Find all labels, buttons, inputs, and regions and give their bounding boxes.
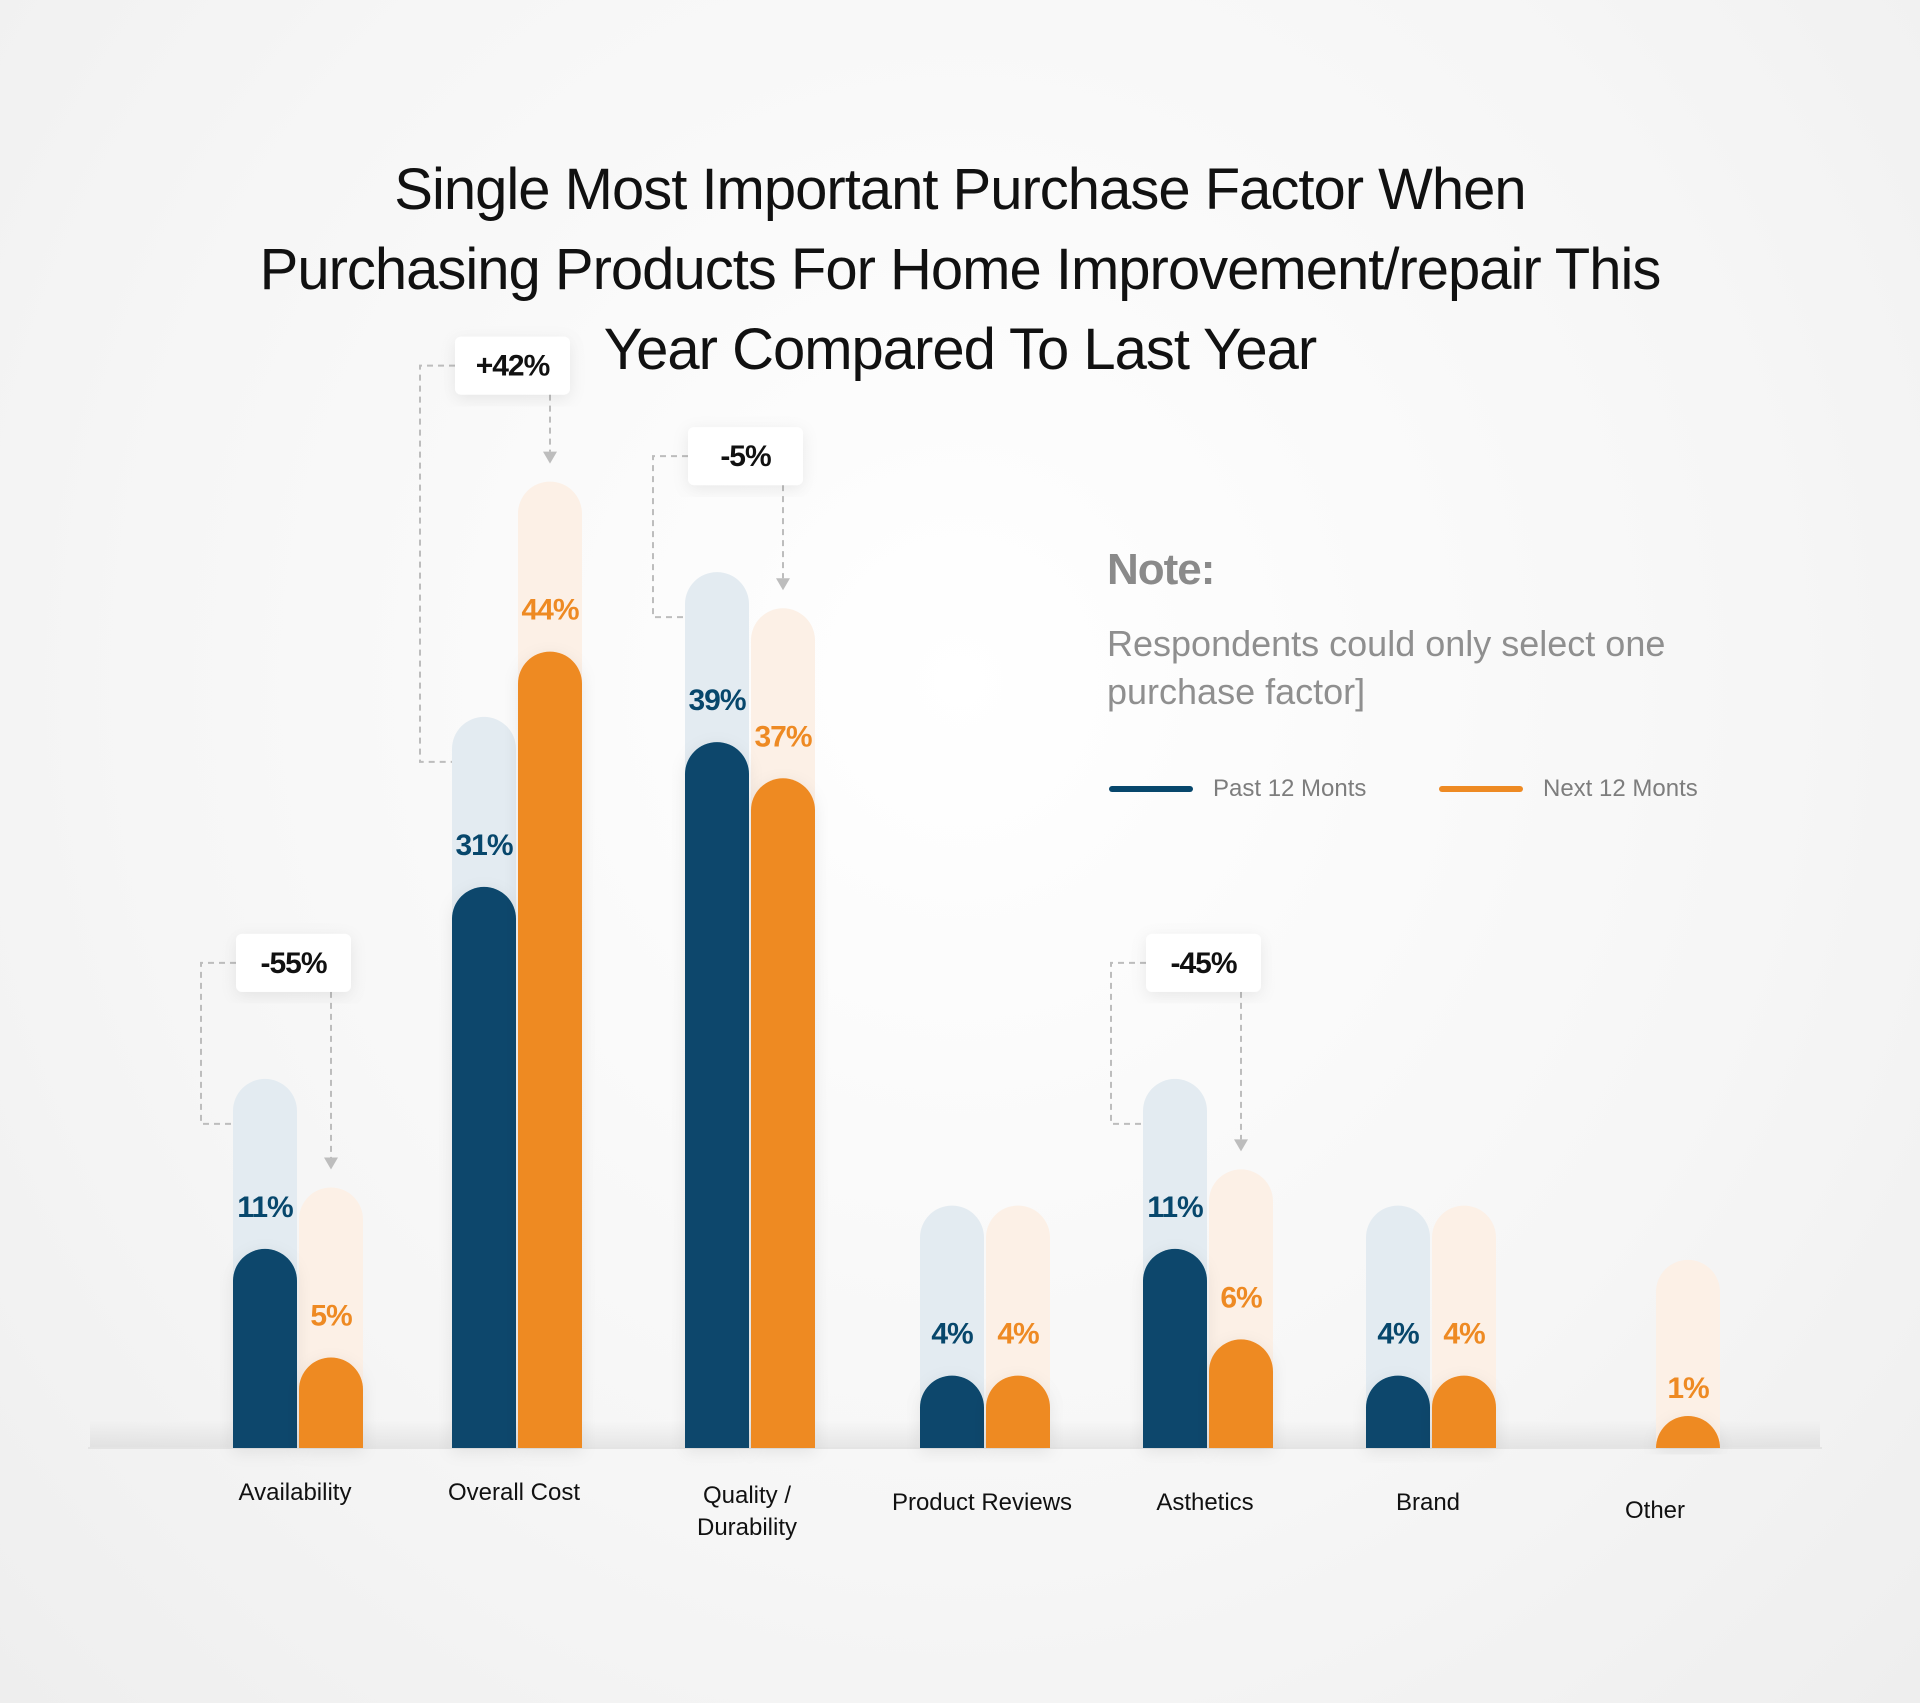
data-label: 11% xyxy=(1147,1191,1203,1224)
category-label: Durability xyxy=(697,1514,797,1541)
note-heading: Note: xyxy=(1107,545,1215,594)
bar-next xyxy=(1432,1375,1496,1448)
data-label: 1% xyxy=(1667,1372,1709,1405)
annotation-connector xyxy=(1110,961,1146,1125)
bar-past xyxy=(452,886,516,1448)
bar-next xyxy=(299,1357,363,1448)
chart-title-line: Purchasing Products For Home Improvement… xyxy=(259,237,1662,302)
change-badge xyxy=(1146,933,1261,992)
data-label: 5% xyxy=(310,1300,352,1333)
category-label: Product Reviews xyxy=(892,1489,1072,1516)
change-badge-label: +42% xyxy=(476,350,550,383)
data-label: 11% xyxy=(237,1191,293,1224)
chart-title-line: Single Most Important Purchase Factor Wh… xyxy=(394,157,1526,222)
data-label: 4% xyxy=(1443,1318,1485,1351)
category-label: Asthetics xyxy=(1156,1489,1253,1516)
bar-past xyxy=(685,742,749,1448)
bar-next xyxy=(1209,1339,1273,1448)
annotation-connector xyxy=(652,455,688,619)
category-label: Availability xyxy=(239,1479,352,1506)
legend-swatch-next xyxy=(1439,786,1523,792)
data-label: 4% xyxy=(931,1318,973,1351)
note-text: Respondents could only select one purcha… xyxy=(1107,623,1666,712)
legend-item-past: Past 12 Monts xyxy=(1109,775,1366,803)
bar-past xyxy=(1366,1375,1430,1448)
data-label: 4% xyxy=(997,1318,1039,1351)
data-label: 4% xyxy=(1377,1318,1419,1351)
arrow-down-icon xyxy=(324,1157,338,1170)
data-label: 37% xyxy=(754,720,811,753)
category-label: Brand xyxy=(1396,1489,1460,1516)
data-label: 44% xyxy=(521,594,578,627)
bar-next xyxy=(986,1375,1050,1448)
category-label: Other xyxy=(1625,1497,1685,1524)
data-label: 39% xyxy=(688,684,745,717)
change-badge-label: -5% xyxy=(720,440,771,473)
annotation-connector xyxy=(200,961,236,1125)
category-label: Quality / xyxy=(703,1482,791,1509)
chart-title: Single Most Important Purchase Factor Wh… xyxy=(160,150,1760,390)
bar-next xyxy=(518,651,582,1448)
bar-track xyxy=(1656,1259,1720,1448)
change-badge-label: -45% xyxy=(1170,947,1236,980)
legend-label-past: Past 12 Monts xyxy=(1213,775,1367,802)
arrow-down-icon xyxy=(1234,1139,1248,1152)
data-label: 31% xyxy=(455,829,512,862)
change-badge xyxy=(688,427,803,486)
annotation-connector xyxy=(419,364,455,763)
data-label: 6% xyxy=(1220,1281,1262,1314)
bar-next xyxy=(1656,1416,1720,1448)
arrow-down-icon xyxy=(543,451,557,464)
change-badge xyxy=(455,336,570,395)
bar-past xyxy=(920,1375,984,1448)
arrow-down-icon xyxy=(776,578,790,591)
change-badge xyxy=(236,933,351,992)
bar-past xyxy=(233,1248,297,1448)
chart-title-line: Year Compared To Last Year xyxy=(603,317,1317,382)
bar-next xyxy=(751,778,815,1448)
category-label: Overall Cost xyxy=(448,1479,580,1506)
bar-past xyxy=(1143,1248,1207,1448)
change-badge-label: -55% xyxy=(260,947,326,980)
legend-swatch-past xyxy=(1109,786,1193,792)
legend-label-next: Next 12 Monts xyxy=(1543,775,1698,802)
legend-item-next: Next 12 Monts xyxy=(1439,775,1698,803)
